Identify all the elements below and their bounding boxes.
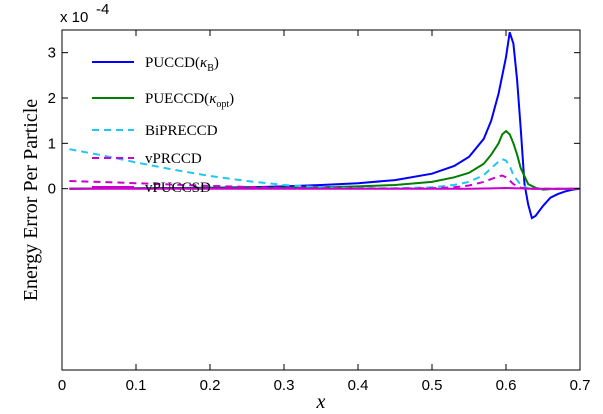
y-multiplier-base: x 10	[60, 9, 88, 26]
series-layer	[69, 31, 581, 220]
legend-label-1-sub: B	[207, 63, 214, 74]
legend-entry-3: BiPRECCD	[92, 123, 218, 139]
legend-label-2-symbol: κ	[209, 91, 217, 107]
y-tick-label: 3	[48, 45, 56, 62]
x-tick-label: 0.6	[496, 377, 517, 394]
legend-entry-1: PUCCD(κB)	[92, 55, 219, 74]
y-tick-label: 2	[48, 90, 56, 107]
y-tick-label: 1	[48, 135, 56, 152]
legend-label-1-symbol: κ	[200, 55, 208, 71]
y-multiplier-exponent: -4	[96, 1, 109, 18]
legend-entry-4: vPRCCD	[92, 151, 202, 167]
x-tick-label: 0.1	[126, 377, 147, 394]
tick-layer	[61, 30, 581, 370]
series-line-4	[69, 174, 580, 190]
plot-area	[61, 29, 581, 371]
y-axis-label: Energy Error Per Particle	[20, 99, 42, 301]
series-line-5	[69, 186, 580, 190]
legend-label-2-close: )	[229, 91, 234, 107]
x-tick-labels: 0 0.1 0.2 0.3 0.4 0.5 0.6 0.7	[58, 377, 591, 394]
legend-entry-5: vPUCCSD	[92, 180, 211, 196]
legend: PUCCD(κB) PUECCD(κopt) BiPRECCD vPRCCD v…	[92, 55, 234, 196]
x-tick-label: 0.2	[200, 377, 221, 394]
legend-label-1-close: )	[214, 55, 219, 71]
x-tick-label: 0.5	[422, 377, 443, 394]
legend-label-1-main: PUCCD(	[145, 55, 200, 71]
x-tick-label: 0.4	[348, 377, 369, 394]
legend-label-3: BiPRECCD	[145, 123, 218, 139]
legend-entry-2: PUECCD(κopt)	[92, 91, 234, 110]
y-multiplier: x 10 -4	[60, 1, 109, 26]
x-axis-label: x	[316, 391, 326, 413]
y-tick-label: 0	[48, 181, 56, 198]
legend-label-2-sub: opt	[216, 99, 229, 110]
legend-label-1: PUCCD(κB)	[145, 55, 219, 74]
legend-label-4: vPRCCD	[145, 151, 202, 167]
legend-label-2: PUECCD(κopt)	[145, 91, 234, 110]
x-tick-label: 0.3	[274, 377, 295, 394]
y-tick-labels: 0 1 2 3	[48, 45, 56, 198]
x-tick-label: 0.7	[570, 377, 591, 394]
legend-label-5: vPUCCSD	[145, 180, 211, 196]
legend-label-2-main: PUECCD(	[145, 91, 209, 107]
x-tick-label: 0	[58, 377, 66, 394]
